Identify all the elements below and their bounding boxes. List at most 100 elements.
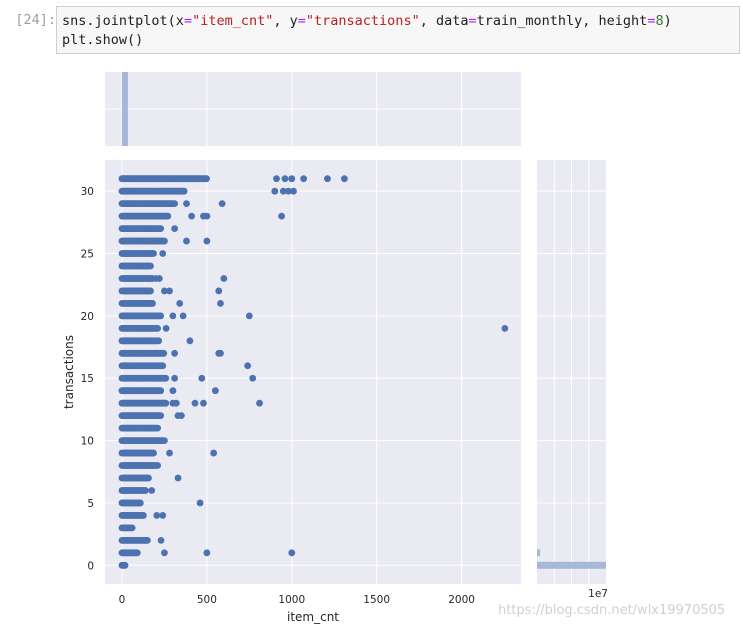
scatter-point	[172, 399, 180, 407]
scatter-point	[290, 187, 297, 195]
scatter-point	[155, 275, 163, 282]
scatter-point	[501, 324, 509, 332]
code-eq: =	[297, 13, 306, 29]
scatter-point	[171, 374, 179, 382]
scatter-point	[191, 399, 199, 407]
x-tick-label: 0	[119, 594, 126, 606]
scatter-point	[162, 374, 170, 382]
y-axis-label: transactions	[62, 335, 76, 409]
scatter-point	[203, 237, 211, 245]
right-hist-bar	[537, 549, 541, 557]
top-hist-bar	[121, 72, 128, 146]
scatter-point	[278, 212, 285, 220]
scatter-point	[149, 300, 156, 307]
scatter-point	[155, 337, 163, 345]
scatter-point	[144, 536, 151, 544]
code-call: sns.jointplot(	[62, 13, 176, 29]
right-marginal-histogram	[537, 160, 606, 584]
scatter-point	[150, 250, 157, 257]
scatter-point	[273, 175, 280, 183]
scatter-point	[162, 399, 170, 407]
scatter-point	[159, 362, 167, 370]
scatter-point	[183, 200, 190, 208]
y-tick-label: 5	[87, 498, 94, 510]
y-tick-label: 15	[81, 373, 94, 385]
scatter-point	[150, 449, 157, 457]
scatter-point	[203, 212, 211, 220]
scatter-point	[203, 549, 211, 557]
scatter-point	[148, 487, 156, 494]
scatter-point	[161, 237, 168, 245]
scatter-point	[166, 449, 173, 457]
code-sep: , data	[419, 13, 469, 29]
code-sep: ,	[273, 13, 290, 29]
scatter-point	[157, 536, 165, 544]
scatter-point	[157, 312, 165, 320]
scatter-point	[171, 349, 179, 357]
scatter-point	[161, 549, 168, 557]
code-line-2: plt.show()	[62, 32, 144, 48]
scatter-point	[142, 487, 149, 494]
scatter-point	[154, 424, 162, 432]
scatter-point	[300, 175, 308, 183]
scatter-point	[198, 374, 206, 382]
scatter-point	[183, 237, 190, 245]
scatter-point	[157, 387, 165, 395]
x-tick-label: 500	[197, 594, 217, 606]
scatter-point	[188, 212, 195, 220]
scatter-point	[271, 187, 279, 195]
scatter-point	[139, 512, 147, 519]
code-eq: =	[468, 13, 477, 29]
scatter-point	[164, 212, 172, 220]
scatter-point	[132, 549, 139, 557]
code-y-value: "transactions"	[305, 13, 420, 29]
watermark: https://blog.csdn.net/wlx19970505	[498, 603, 726, 618]
jointplot: 0 500 1000 1500 2000 0 5 10 15 20 25 30 item_cnt tr…	[62, 72, 608, 624]
right-hist-bar	[537, 561, 606, 569]
scatter-point	[324, 175, 331, 183]
scatter-point	[244, 362, 252, 370]
code-eq: =	[183, 13, 193, 29]
scatter-point	[160, 349, 168, 357]
scatter-point	[171, 200, 179, 208]
y-tick-label: 0	[87, 560, 94, 572]
scatter-point	[159, 250, 167, 257]
scatter-point	[178, 412, 185, 420]
scatter-point	[279, 187, 287, 195]
scatter-point	[196, 499, 204, 507]
scatter-point	[128, 524, 136, 532]
scatter-point	[215, 287, 223, 295]
code-x-value: "item_cnt"	[192, 13, 274, 29]
scatter-point	[288, 175, 296, 183]
x-axis-label: item_cnt	[287, 610, 339, 624]
scatter-point	[288, 549, 296, 557]
x-tick-label: 1000	[278, 594, 305, 606]
scatter-background	[105, 160, 521, 584]
code-eq: =	[647, 13, 656, 29]
scatter-point	[220, 275, 228, 282]
scatter-point	[256, 399, 263, 407]
scatter-point	[154, 324, 162, 332]
scatter-point	[180, 187, 188, 195]
x-tick-label: 2000	[448, 594, 475, 606]
scatter-plot: 0 500 1000 1500 2000 0 5 10 15 20 25 30	[81, 160, 521, 606]
code-height-value: 8	[655, 13, 664, 29]
code-cell[interactable]: sns.jointplot(x="item_cnt", y="transacti…	[56, 6, 740, 54]
cell-prompt: [24]:	[15, 12, 56, 28]
code-y-kw: y	[289, 13, 298, 29]
scatter-point	[121, 561, 129, 569]
scatter-point	[147, 262, 154, 270]
scatter-point	[157, 412, 165, 420]
scatter-point	[136, 499, 144, 507]
scatter-point	[166, 287, 173, 295]
x-tick-label: 1500	[363, 594, 390, 606]
scatter-point	[249, 374, 257, 382]
scatter-point	[147, 287, 154, 295]
y-tick-label: 30	[81, 186, 94, 198]
scatter-point	[186, 337, 194, 345]
scatter-point	[211, 387, 219, 395]
scatter-point	[245, 312, 253, 320]
scatter-point	[169, 312, 177, 320]
y-tick-label: 20	[81, 311, 94, 323]
scatter-point	[154, 462, 162, 469]
